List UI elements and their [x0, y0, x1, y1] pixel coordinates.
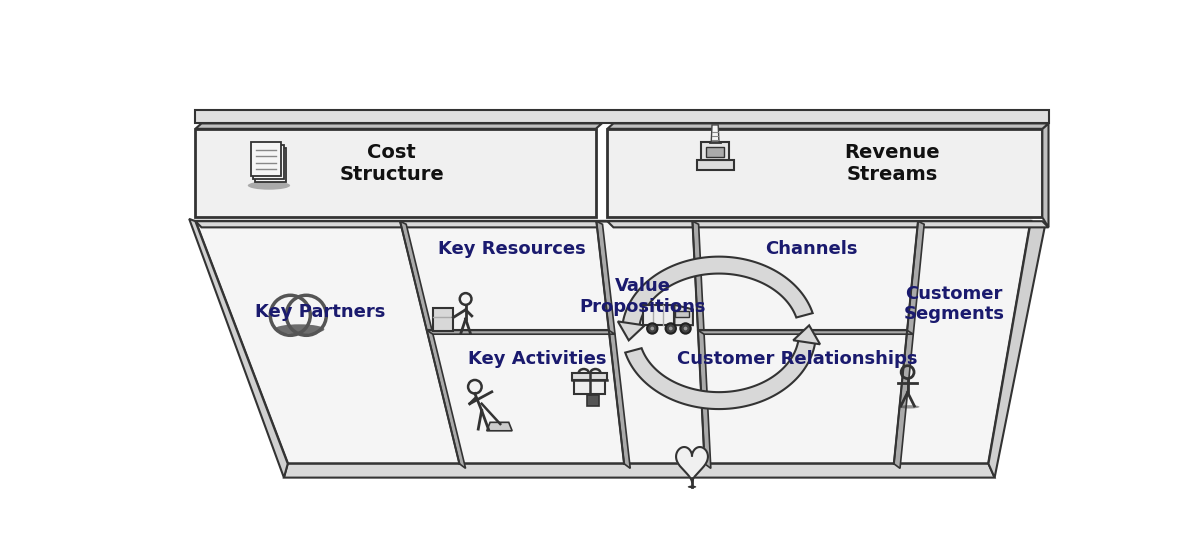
- Circle shape: [649, 326, 655, 331]
- Text: Key Resources: Key Resources: [438, 240, 586, 258]
- Polygon shape: [625, 338, 816, 409]
- Polygon shape: [793, 325, 820, 344]
- Polygon shape: [698, 330, 913, 334]
- Circle shape: [683, 326, 688, 331]
- Polygon shape: [989, 221, 1045, 478]
- Circle shape: [668, 326, 673, 331]
- Polygon shape: [587, 395, 599, 406]
- Polygon shape: [196, 123, 602, 129]
- Circle shape: [647, 323, 658, 334]
- Polygon shape: [676, 447, 708, 482]
- Text: Value
Propositions: Value Propositions: [580, 277, 706, 316]
- Polygon shape: [433, 308, 454, 332]
- Polygon shape: [256, 148, 286, 182]
- Polygon shape: [284, 464, 995, 478]
- Text: Key Activities: Key Activities: [468, 349, 607, 367]
- Polygon shape: [706, 147, 725, 157]
- Text: Revenue
Streams: Revenue Streams: [845, 143, 940, 184]
- Circle shape: [666, 323, 676, 334]
- Polygon shape: [196, 129, 595, 217]
- Polygon shape: [400, 221, 466, 468]
- Polygon shape: [697, 160, 733, 170]
- Polygon shape: [574, 380, 605, 394]
- Ellipse shape: [275, 324, 324, 334]
- Polygon shape: [190, 219, 288, 478]
- Polygon shape: [692, 221, 710, 468]
- Polygon shape: [607, 129, 1043, 217]
- Polygon shape: [251, 142, 281, 176]
- Polygon shape: [196, 110, 1049, 123]
- Polygon shape: [572, 373, 607, 380]
- Ellipse shape: [899, 405, 919, 409]
- Ellipse shape: [247, 181, 290, 190]
- Polygon shape: [487, 422, 512, 431]
- Text: Customer
Segments: Customer Segments: [904, 284, 1004, 323]
- Polygon shape: [643, 305, 674, 325]
- Text: Cost
Structure: Cost Structure: [340, 143, 444, 184]
- Polygon shape: [701, 142, 728, 160]
- Polygon shape: [676, 311, 689, 317]
- Ellipse shape: [688, 486, 696, 488]
- Polygon shape: [712, 125, 719, 142]
- Polygon shape: [427, 330, 616, 334]
- Polygon shape: [674, 305, 692, 325]
- Polygon shape: [196, 221, 602, 227]
- Text: Channels: Channels: [766, 240, 858, 258]
- Polygon shape: [253, 145, 283, 179]
- Text: Customer Relationships: Customer Relationships: [677, 349, 917, 367]
- Text: Key Partners: Key Partners: [256, 302, 385, 321]
- Polygon shape: [196, 221, 1031, 464]
- Polygon shape: [618, 321, 644, 340]
- Polygon shape: [596, 221, 630, 468]
- Circle shape: [680, 323, 691, 334]
- Polygon shape: [607, 123, 1049, 129]
- Polygon shape: [894, 221, 924, 468]
- Polygon shape: [623, 256, 812, 328]
- Polygon shape: [1043, 123, 1049, 227]
- Polygon shape: [607, 221, 1049, 227]
